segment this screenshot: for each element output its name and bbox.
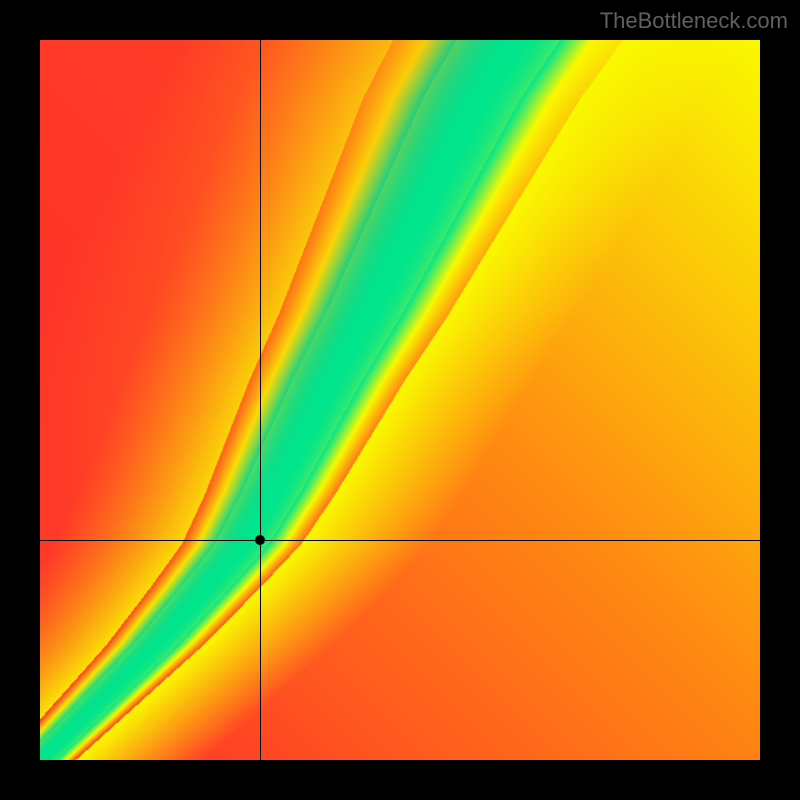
crosshair-horizontal bbox=[40, 540, 760, 541]
crosshair-vertical bbox=[260, 40, 261, 760]
plot-area bbox=[40, 40, 760, 760]
heatmap-canvas bbox=[40, 40, 760, 760]
watermark-text: TheBottleneck.com bbox=[600, 8, 788, 34]
crosshair-marker bbox=[255, 535, 265, 545]
